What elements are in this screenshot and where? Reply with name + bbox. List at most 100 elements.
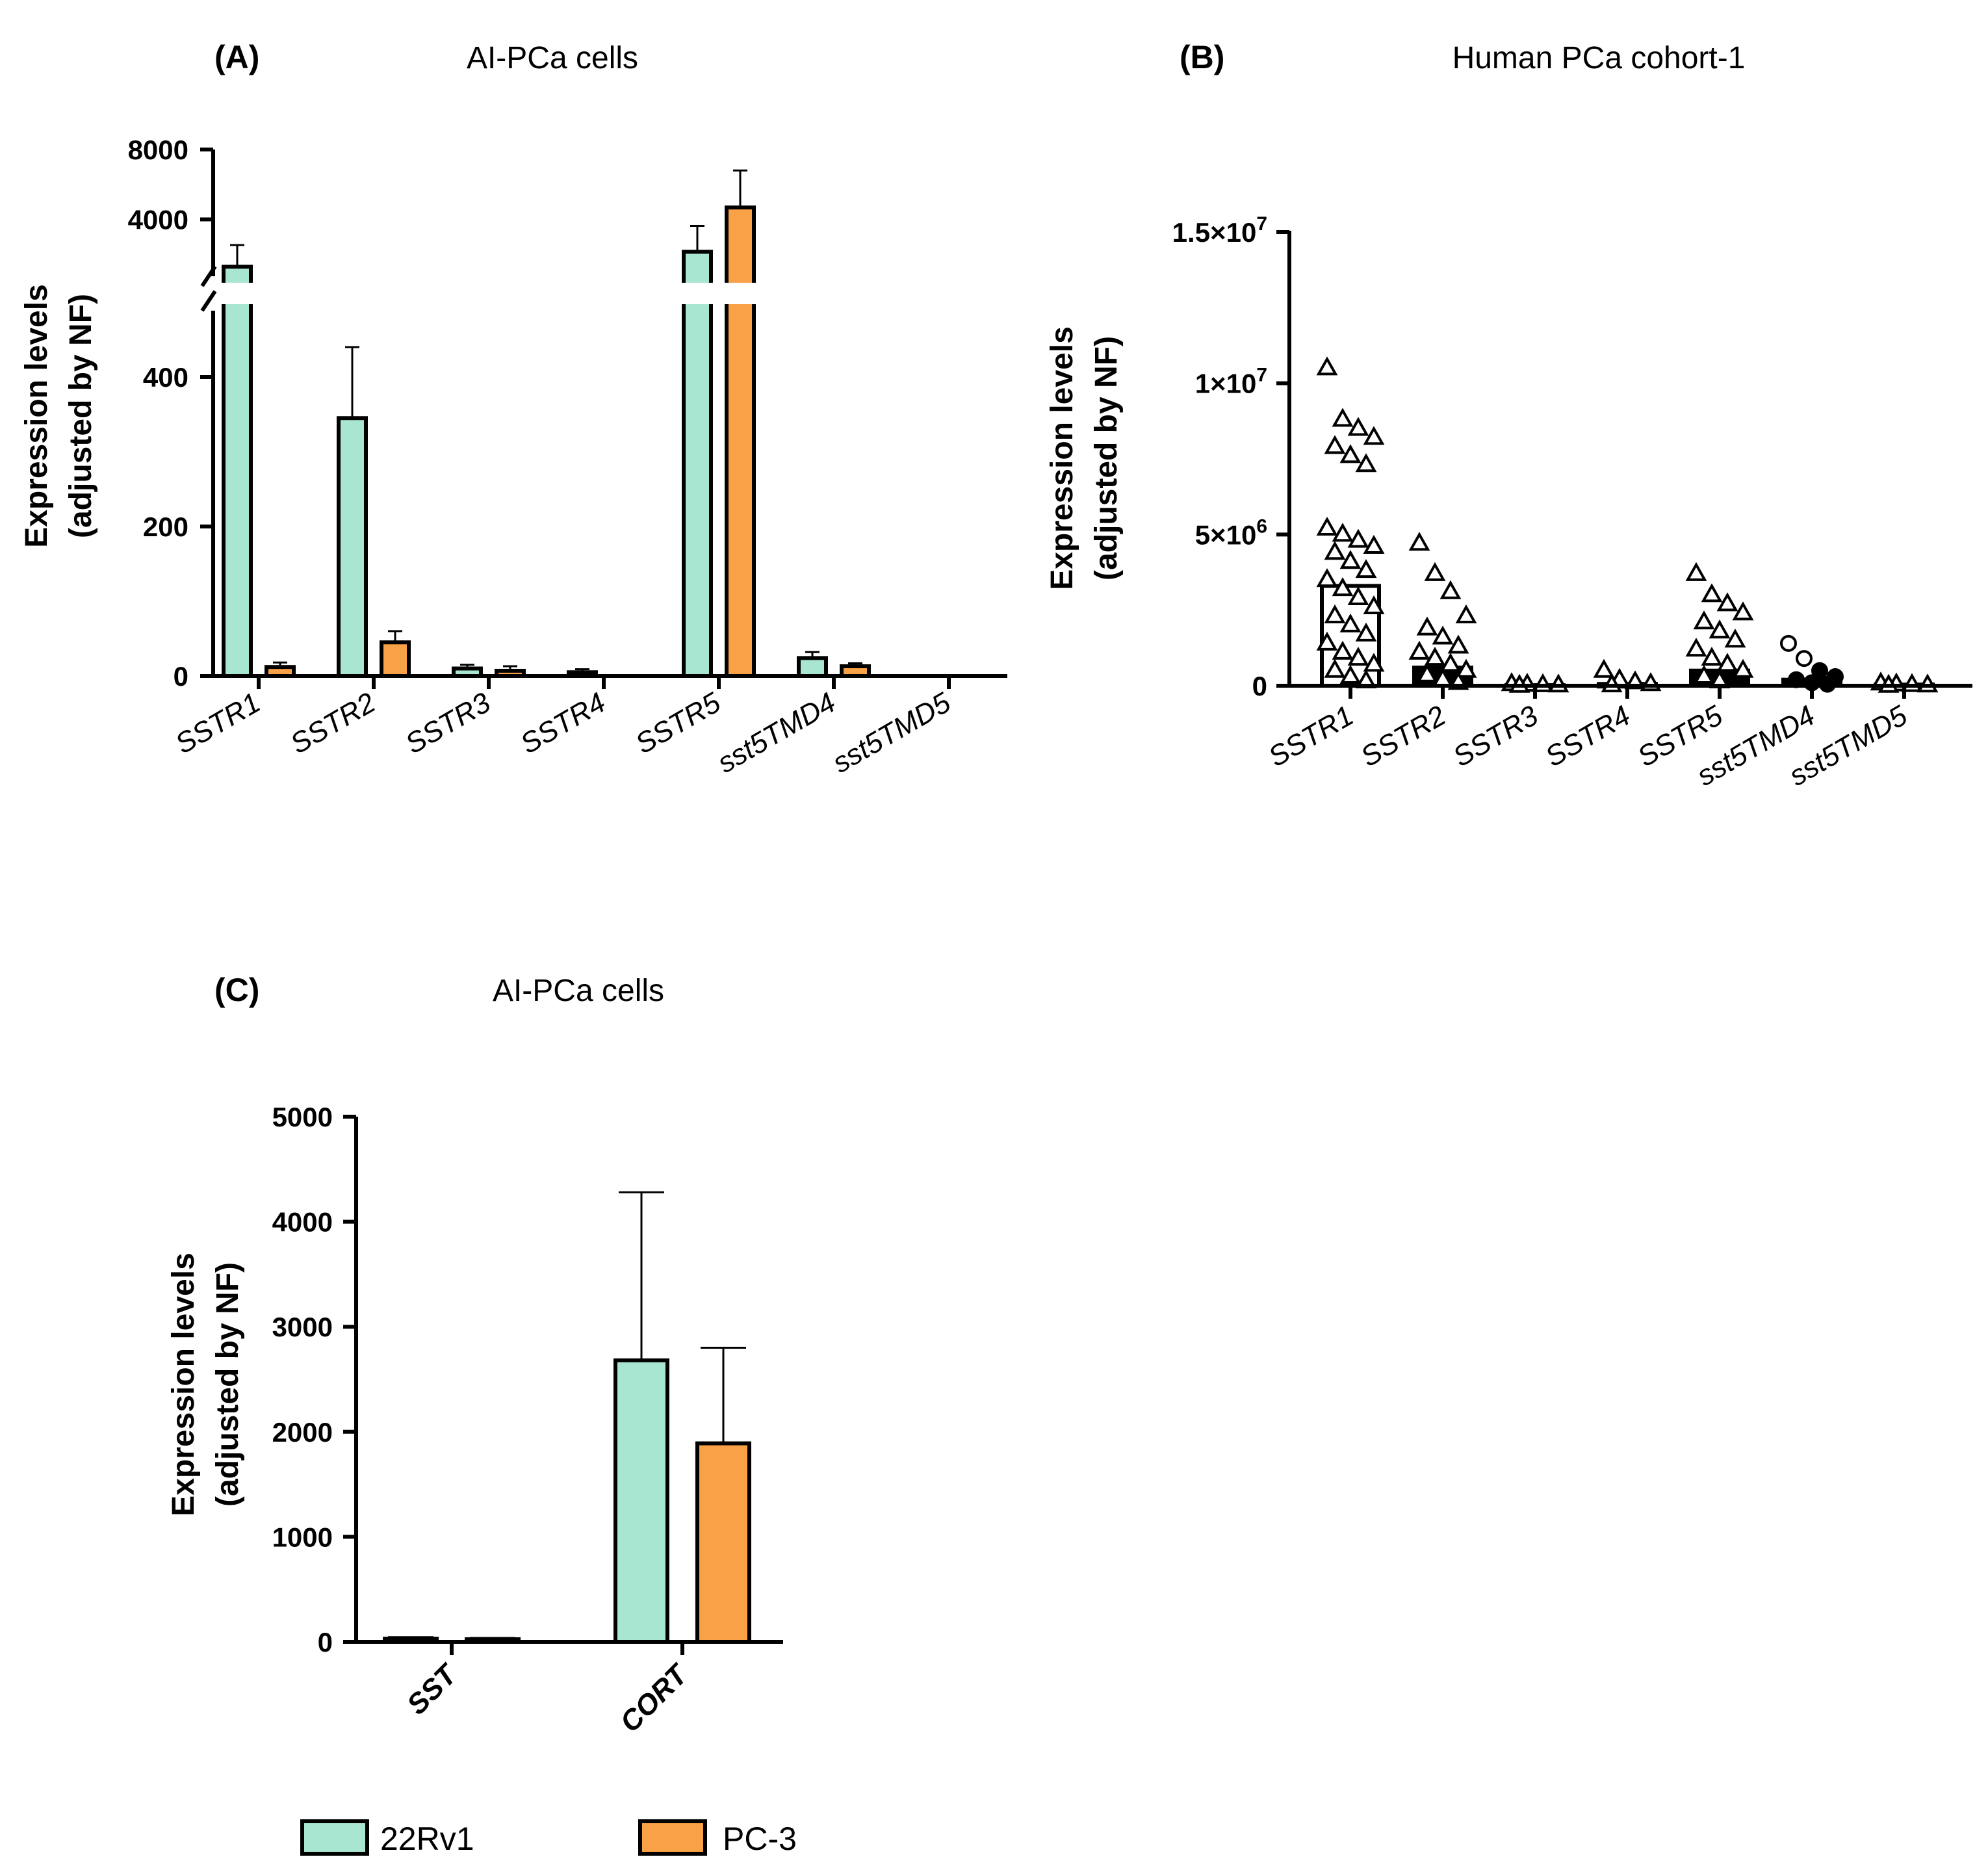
panel-b-point-sstr5 bbox=[1693, 664, 1715, 684]
panel-b-point-sstr1 bbox=[1355, 559, 1377, 578]
panel-a-bar-22rv1-sst5tmd4 bbox=[797, 656, 828, 679]
axis-break-mark-upper bbox=[200, 265, 217, 287]
panel-a-x-categories: SSTR1 SSTR2 SSTR3 SSTR4 SSTR5sst5TMD4sst5TMD… bbox=[170, 676, 957, 779]
panel-b-point-sstr1 bbox=[1363, 426, 1385, 445]
panel-a-bars bbox=[222, 205, 871, 679]
panel-b-point-sstr1 bbox=[1347, 417, 1369, 436]
panel-a-ylabel-line2: (adjusted by NF) bbox=[64, 294, 98, 538]
legend: 22Rv1 PC-3 bbox=[300, 1819, 797, 1857]
panel-b-point-sstr1 bbox=[1363, 653, 1385, 672]
panel-c-xcat-cort: CORT bbox=[614, 1657, 695, 1738]
panel-a-xcat-sst5tmd4: sst5TMD4 bbox=[712, 686, 841, 779]
panel-a-xcat-sstr4: SSTR4 bbox=[515, 686, 611, 760]
panel-b-point-sstr2 bbox=[1439, 653, 1462, 672]
panel-c-error-22rv1-sst bbox=[388, 1636, 433, 1639]
legend-swatch-pc3 bbox=[638, 1819, 707, 1856]
panel-c-ytick-label: 1000 bbox=[272, 1522, 333, 1552]
panel-b-point-sst5tmd4 bbox=[1780, 634, 1797, 652]
panel-b-point-sstr5 bbox=[1685, 638, 1707, 657]
panel-a-error-22rv1-sstr1 bbox=[230, 244, 244, 267]
panel-b-point-sstr1 bbox=[1332, 408, 1354, 427]
panel-c-xcat-sst: SST bbox=[401, 1657, 464, 1721]
panel-b-point-sstr1 bbox=[1324, 658, 1346, 678]
panel-b-point-sstr2 bbox=[1424, 562, 1446, 581]
panel-b-xcat-sstr2: SSTR2 bbox=[1356, 699, 1451, 773]
panel-b-point-sstr1 bbox=[1347, 528, 1369, 548]
panel-b-point-sstr1 bbox=[1339, 444, 1362, 463]
panel-b-ytick-label: 0 bbox=[1252, 671, 1267, 701]
panel-b-point-sstr1 bbox=[1355, 622, 1377, 642]
panel-b-point-sstr1 bbox=[1332, 523, 1354, 542]
panel-a-xcat-sstr3: SSTR3 bbox=[400, 686, 497, 760]
panel-b-xcat-sstr3: SSTR3 bbox=[1448, 699, 1544, 773]
panel-c-bar-22rv1-cort bbox=[613, 1358, 669, 1644]
panel-b-point-sstr1 bbox=[1332, 577, 1354, 597]
panel-b-ytick-label: 1×107 bbox=[1195, 365, 1267, 399]
panel-b-point-sstr2 bbox=[1455, 604, 1477, 623]
legend-label-22rv1: 22Rv1 bbox=[380, 1821, 474, 1857]
panel-a-bar-22rv1-sstr2 bbox=[337, 416, 368, 678]
panel-c-ytick-label: 2000 bbox=[272, 1417, 333, 1448]
legend-label-pc3: PC-3 bbox=[723, 1821, 797, 1857]
panel-b-point-sstr1 bbox=[1355, 453, 1377, 473]
panel-c-error-pc-3-cort bbox=[701, 1347, 746, 1444]
panel-a-error-pc-3-sstr3 bbox=[503, 665, 517, 671]
axis-break-mark-lower bbox=[200, 290, 217, 312]
panel-b-point-sstr1 bbox=[1339, 550, 1362, 569]
panel-a-error-pc-3-sst5tmd4 bbox=[848, 662, 862, 667]
panel-c-ytick-label: 0 bbox=[318, 1627, 333, 1657]
panel-b-point-sstr1 bbox=[1347, 647, 1369, 666]
panel-a-bar-22rv1-sstr5 bbox=[682, 250, 713, 678]
legend-swatch-22rv1 bbox=[300, 1819, 369, 1856]
panel-b-point-sstr1 bbox=[1332, 640, 1354, 660]
panel-b-point-sstr2 bbox=[1455, 658, 1477, 678]
panel-c-ylabel-line2: (adjusted by NF) bbox=[211, 1262, 245, 1507]
panel-b-point-sstr5 bbox=[1732, 601, 1754, 621]
panel-b-ylabel-line1: Expression levels bbox=[1045, 326, 1079, 590]
panel-b-x-categories: SSTR1SSTR2SSTR3SSTR4SSTR5sst5TMD4sst5TMD… bbox=[1263, 686, 1913, 792]
panel-b-ytick-label: 1.5×107 bbox=[1172, 213, 1267, 248]
panel-b-points bbox=[1316, 356, 1939, 693]
panel-b-point-sstr1 bbox=[1324, 541, 1346, 560]
panel-a-ytick-label: 0 bbox=[174, 661, 188, 692]
panel-b-point-sstr5 bbox=[1709, 619, 1731, 639]
panel-b-point-sstr2 bbox=[1439, 580, 1462, 599]
panel-b-point-sstr2 bbox=[1447, 634, 1469, 654]
panel-a-ytick-label: 8000 bbox=[128, 135, 188, 165]
panel-b-point-sstr1 bbox=[1316, 568, 1338, 588]
axis-break-gap bbox=[182, 283, 1027, 304]
panel-a-error-22rv1-sstr5 bbox=[690, 225, 704, 252]
panel-a-xcat-sstr2: SSTR2 bbox=[285, 686, 381, 760]
panel-c-ytick-label: 5000 bbox=[272, 1102, 333, 1132]
panel-a-xcat-sstr1: SSTR1 bbox=[170, 686, 266, 760]
panel-a-error-bars bbox=[230, 169, 862, 673]
panel-c-label: (C) bbox=[214, 972, 259, 1008]
panel-a-xcat-sst5tmd5: sst5TMD5 bbox=[827, 686, 957, 779]
panel-b-point-sstr1 bbox=[1347, 586, 1369, 606]
panel-b-point-sstr5 bbox=[1701, 647, 1723, 666]
panel-a-title: AI-PCa cells bbox=[467, 41, 638, 75]
panel-b-point-sstr4 bbox=[1593, 658, 1615, 678]
panel-a-error-22rv1-sst5tmd4 bbox=[805, 651, 820, 658]
panel-b-point-sstr5 bbox=[1685, 562, 1707, 581]
panel-b-point-sstr5 bbox=[1701, 583, 1723, 603]
panel-a-bar-pc-3-sstr2 bbox=[380, 640, 411, 678]
panel-b-point-sstr5 bbox=[1693, 610, 1715, 630]
panel-c-error-bars bbox=[388, 1191, 746, 1639]
panel-c-bars bbox=[383, 1358, 751, 1644]
panel-b-point-sstr2 bbox=[1416, 616, 1438, 636]
panel-b-point-sstr1 bbox=[1339, 613, 1362, 632]
panel-b-point-sstr2 bbox=[1432, 625, 1454, 645]
panel-b-ylabel-line2: (adjusted by NF) bbox=[1089, 336, 1124, 580]
panel-b-point-sstr1 bbox=[1316, 631, 1338, 651]
panel-b-point-sstr2 bbox=[1408, 640, 1430, 660]
panel-b: (B) Human PCa cohort-1 Expression levels… bbox=[1045, 39, 1972, 792]
panel-c-ylabel-line1: Expression levels bbox=[166, 1253, 201, 1516]
panel-c-title: AI-PCa cells bbox=[493, 974, 664, 1008]
panel-b-point-sstr5 bbox=[1732, 658, 1754, 678]
panel-b-ytick-label: 5×106 bbox=[1195, 515, 1267, 550]
panel-b-label: (B) bbox=[1180, 39, 1224, 75]
panel-a-ytick-label: 200 bbox=[143, 512, 188, 542]
panel-a: (A) AI-PCa cells Expression levels (adju… bbox=[19, 39, 1027, 779]
panel-a-y-ticks: 0 200 400 4000 8000 bbox=[128, 135, 213, 692]
